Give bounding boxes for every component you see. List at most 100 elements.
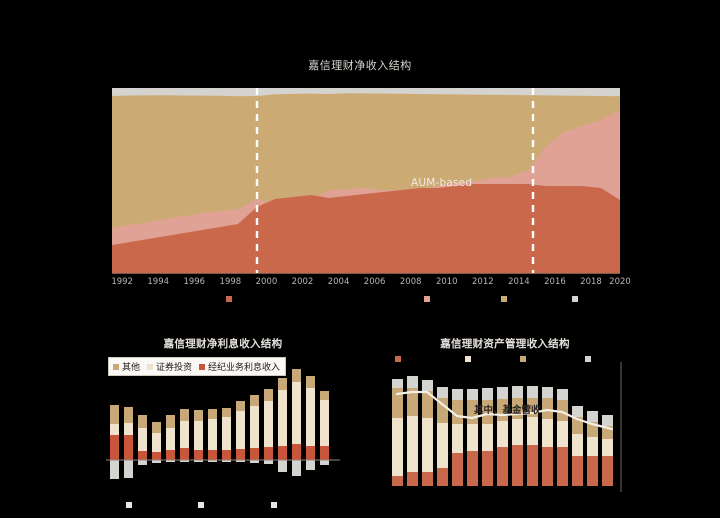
legend-item-brokerage-interest: 经纪业务利息收入 bbox=[199, 360, 280, 373]
bar-segment bbox=[482, 424, 493, 451]
bar-segment-negative bbox=[208, 460, 217, 462]
bar-segment bbox=[422, 391, 433, 418]
x-tick: 2000 bbox=[255, 277, 278, 287]
legend-swatch-brokerage-interest bbox=[199, 363, 206, 370]
bar-group bbox=[392, 376, 613, 486]
legend-swatch-asset-mgmt bbox=[500, 296, 507, 302]
bar-segment bbox=[292, 369, 301, 382]
aum-based-annotation: AUM-based bbox=[411, 177, 473, 189]
legend-swatch-other bbox=[113, 363, 119, 370]
x-tick: 1998 bbox=[219, 277, 242, 287]
legend-swatch-other-mgmt-fee bbox=[520, 356, 526, 362]
bar-segment bbox=[437, 468, 448, 486]
main-chart-axis-line bbox=[112, 273, 620, 274]
x-tick: 2006 bbox=[363, 277, 386, 287]
legend-label-securities-investment: 证券投资 bbox=[156, 363, 193, 373]
bar-segment bbox=[497, 421, 508, 447]
bar-segment bbox=[320, 446, 329, 460]
bar-segment bbox=[572, 417, 583, 434]
bar-segment-negative bbox=[138, 460, 147, 465]
bar-segment bbox=[467, 389, 478, 400]
bar-segment bbox=[208, 409, 217, 419]
bar-segment bbox=[110, 435, 119, 460]
bar-segment bbox=[138, 415, 147, 428]
bar-segment-negative bbox=[250, 460, 259, 463]
bar-segment bbox=[527, 386, 538, 398]
bar-segment-negative bbox=[110, 460, 119, 479]
bar-segment bbox=[587, 411, 598, 422]
bar-segment bbox=[236, 449, 245, 460]
bar-segment bbox=[250, 406, 259, 448]
bottom-right-chart-svg bbox=[392, 362, 622, 492]
bar-segment bbox=[557, 447, 568, 486]
bottom-right-chart-title: 嘉信理财资产管理收入结构 bbox=[440, 338, 570, 350]
bar-segment bbox=[557, 400, 568, 421]
bar-segment bbox=[166, 428, 175, 450]
legend-label-brokerage-interest: 经纪业务利息收入 bbox=[208, 363, 281, 373]
bar-segment bbox=[527, 398, 538, 417]
bar-segment bbox=[180, 448, 189, 460]
bar-segment bbox=[587, 456, 598, 486]
bar-segment bbox=[138, 451, 147, 460]
legend-item-securities-investment: 证券投资 bbox=[147, 360, 192, 373]
x-tick: 2016 bbox=[544, 277, 566, 287]
bar-segment bbox=[482, 400, 493, 424]
legend-label-other: 其他 bbox=[122, 363, 141, 373]
legend-swatch-fund-revenue bbox=[465, 356, 471, 362]
bar-segment bbox=[194, 421, 203, 450]
bar-segment-negative bbox=[152, 460, 161, 463]
legend-swatch-securities-investment bbox=[147, 363, 154, 370]
bar-segment bbox=[497, 447, 508, 486]
x-tick: 2020 bbox=[609, 277, 631, 287]
bar-segment-negative bbox=[292, 460, 301, 476]
bar-segment bbox=[482, 388, 493, 400]
x-tick: 2008 bbox=[399, 277, 422, 287]
bar-segment bbox=[437, 423, 448, 468]
bottom-left-plot-area bbox=[106, 362, 340, 504]
bar-segment bbox=[222, 417, 231, 450]
bar-segment-negative bbox=[264, 460, 273, 464]
foot-marker bbox=[125, 502, 132, 508]
bar-segment-negative bbox=[278, 460, 287, 472]
bottom-left-chart-svg bbox=[106, 369, 340, 479]
bottom-right-plot-area bbox=[388, 362, 622, 504]
bottom-right-legend bbox=[380, 356, 630, 368]
bar-segment bbox=[320, 400, 329, 446]
x-tick: 2018 bbox=[580, 277, 602, 287]
bar-segment bbox=[422, 472, 433, 486]
bar-segment bbox=[236, 401, 245, 411]
bar-segment bbox=[194, 450, 203, 460]
bar-segment-negative bbox=[306, 460, 315, 470]
x-tick: 1994 bbox=[147, 277, 170, 287]
x-tick: 1996 bbox=[183, 277, 206, 287]
foot-marker bbox=[198, 502, 204, 508]
bar-segment bbox=[222, 450, 231, 460]
bar-segment bbox=[392, 388, 403, 418]
bar-segment bbox=[110, 405, 119, 424]
main-chart-plot-area bbox=[112, 88, 620, 273]
bar-segment bbox=[602, 415, 613, 426]
bar-segment bbox=[278, 378, 287, 390]
x-tick: 2002 bbox=[291, 277, 314, 287]
bar-segment bbox=[152, 433, 161, 452]
bar-segment bbox=[572, 406, 583, 417]
bar-segment-negative bbox=[222, 460, 231, 462]
bar-segment bbox=[602, 426, 613, 439]
foot-marker bbox=[270, 502, 277, 508]
bar-segment-negative bbox=[180, 460, 189, 462]
bar-segment bbox=[452, 424, 463, 453]
legend-swatch-other bbox=[571, 296, 578, 302]
bar-segment bbox=[320, 391, 329, 400]
asset-management-revenue-chart: 嘉信理财资产管理收入结构 bbox=[380, 330, 630, 518]
bar-segment bbox=[572, 456, 583, 486]
bar-segment bbox=[587, 422, 598, 437]
bottom-left-chart-title: 嘉信理财净利息收入结构 bbox=[163, 338, 283, 350]
bar-segment bbox=[512, 445, 523, 486]
main-chart-x-axis: 1992 1994 1996 1998 2000 2002 2004 2006 … bbox=[111, 274, 630, 290]
bar-segment bbox=[250, 395, 259, 406]
main-chart-svg bbox=[112, 88, 620, 273]
bar-segment bbox=[452, 453, 463, 486]
bar-segment bbox=[264, 447, 273, 460]
bar-segment bbox=[264, 389, 273, 401]
